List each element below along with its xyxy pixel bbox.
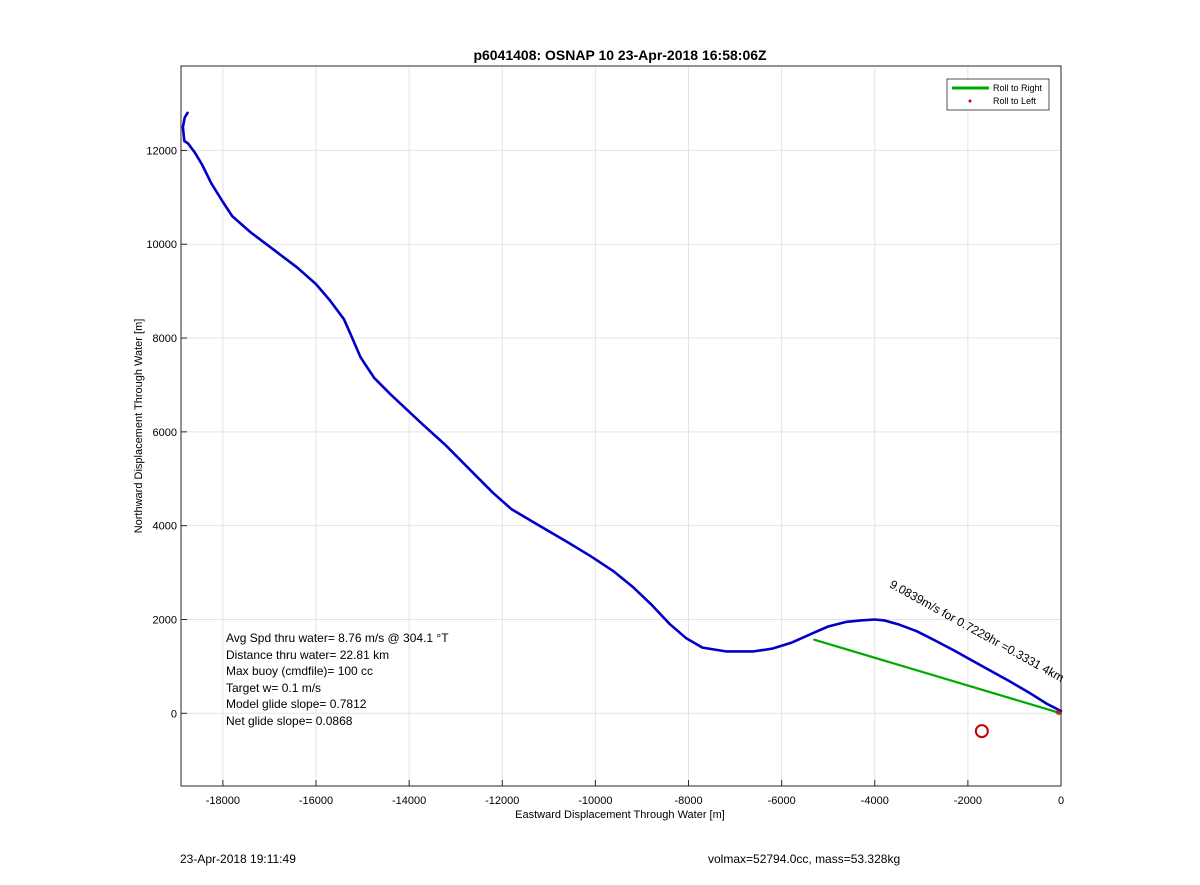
x-tick-label: -4000 — [861, 795, 889, 807]
x-tick-label: 0 — [1058, 795, 1064, 807]
stats-net-glide: Net glide slope= 0.0868 — [226, 714, 353, 728]
y-tick-label: 0 — [171, 708, 177, 720]
y-tick-label: 4000 — [153, 521, 177, 533]
x-tick-label: -14000 — [392, 795, 426, 807]
y-tick-label: 10000 — [146, 239, 177, 251]
grid — [181, 66, 1062, 786]
x-tick-label: -12000 — [485, 795, 519, 807]
x-tick-label: -18000 — [206, 795, 240, 807]
stats-avg-speed: Avg Spd thru water= 8.76 m/s @ 304.1 °T — [226, 631, 449, 645]
stats-block: Avg Spd thru water= 8.76 m/s @ 304.1 °T … — [226, 631, 449, 728]
stats-model-glide: Model glide slope= 0.7812 — [226, 697, 367, 711]
ticks: -18000 -16000 -14000 -12000 -10000 -8000 -6000… — [146, 145, 1064, 807]
legend-box — [946, 78, 1050, 111]
legend-swatch-roll-left — [968, 99, 972, 103]
x-tick-label: -8000 — [674, 795, 702, 807]
footer-timestamp: 23-Apr-2018 19:11:49 — [180, 852, 296, 866]
x-axis-label: Eastward Displacement Through Water [m] — [515, 809, 725, 821]
legend: Roll to Right Roll to Left — [946, 78, 1050, 111]
y-axis-label: Northward Displacement Through Water [m] — [133, 319, 145, 534]
markers — [974, 709, 1062, 739]
end-point-marker — [1055, 709, 1062, 716]
red-circle-marker — [974, 724, 989, 739]
stats-distance: Distance thru water= 22.81 km — [226, 648, 389, 662]
stats-max-buoy: Max buoy (cmdfile)= 100 cc — [226, 664, 373, 678]
y-tick-label: 6000 — [153, 427, 177, 439]
x-tick-label: -6000 — [768, 795, 796, 807]
x-tick-label: -10000 — [578, 795, 612, 807]
stats-target-w: Target w= 0.1 m/s — [226, 681, 321, 695]
y-tick-label: 2000 — [153, 614, 177, 626]
footer-volmass: volmax=52794.0cc, mass=53.328kg — [708, 852, 901, 866]
axes-frame — [180, 65, 1062, 787]
x-tick-label: -16000 — [299, 795, 333, 807]
series-line-roll-to-right — [181, 111, 1063, 713]
y-tick-label: 12000 — [146, 145, 177, 157]
legend-label-roll-right: Roll to Right — [993, 83, 1043, 93]
y-tick-label: 8000 — [153, 333, 177, 345]
x-tick-label: -2000 — [954, 795, 982, 807]
chart-title: p6041408: OSNAP 10 23-Apr-2018 16:58:06Z — [473, 47, 767, 63]
data-series — [181, 111, 1063, 715]
legend-label-roll-left: Roll to Left — [993, 96, 1037, 106]
series-line-roll-to-left — [813, 638, 1063, 715]
